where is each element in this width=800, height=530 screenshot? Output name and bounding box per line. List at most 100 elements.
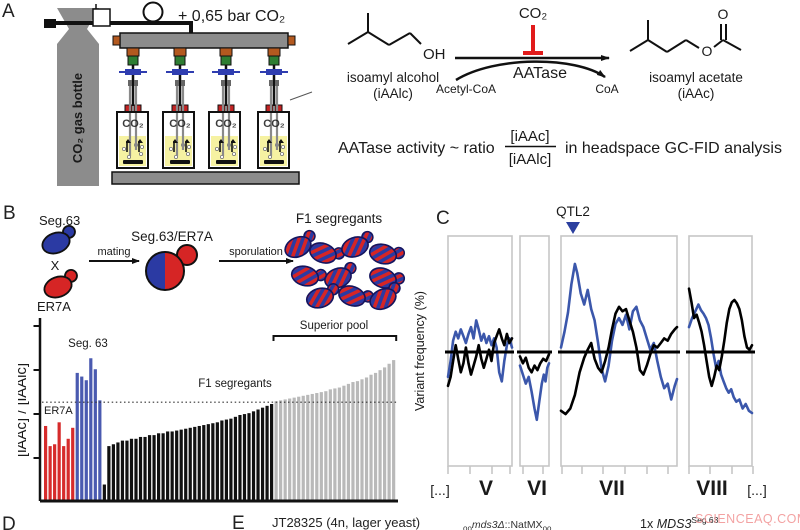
bar — [111, 444, 115, 501]
bar — [279, 400, 283, 501]
mating-scheme-diagram: Seg.63 X ER7A mating Seg.63/ER7A sporula… — [37, 211, 406, 314]
bar — [260, 407, 265, 501]
bar — [157, 433, 161, 501]
bar — [383, 367, 387, 501]
watermark: SCIENCEAQ.COM — [695, 512, 800, 526]
bar — [170, 431, 174, 501]
bar — [102, 484, 106, 501]
freq-line-blue-VII — [559, 262, 679, 401]
bar — [107, 446, 111, 501]
bar — [134, 438, 138, 501]
vessel-assembly: CO₂ — [208, 47, 241, 169]
parent1-label: Seg.63 — [39, 213, 80, 228]
bar — [238, 414, 242, 501]
isoamyl-alcohol-structure — [347, 13, 422, 46]
bar — [274, 401, 278, 501]
chrom-label-vi: VI — [527, 477, 547, 500]
vessel-assembly: CO₂ — [257, 47, 290, 169]
superior-pool-bracket — [272, 335, 398, 341]
bar-chart-ylabel: [iAAc] / [iAAlc] — [18, 363, 30, 457]
parent1-cell — [41, 224, 76, 255]
er7a-bars-label: ER7A — [44, 405, 73, 417]
bar — [147, 435, 152, 501]
bar — [197, 425, 201, 501]
bar — [292, 397, 296, 501]
freq-line-black-VI — [518, 353, 551, 374]
carbonyl-oxygen-label: O — [718, 6, 729, 22]
vessel-assembly: CO₂ — [162, 47, 195, 169]
bar — [125, 440, 129, 501]
vessel-co2-label: CO₂ — [122, 118, 144, 130]
hybrid-label: Seg.63/ER7A — [131, 229, 213, 244]
bar — [319, 392, 323, 501]
cross-symbol: X — [51, 258, 60, 273]
f1-cell — [290, 265, 328, 287]
bar — [360, 379, 364, 501]
bar — [120, 440, 125, 501]
stirrer-platform — [111, 171, 300, 185]
formula-suffix: in headspace GC-FID analysis — [565, 140, 782, 157]
freq-line-blue-V — [446, 319, 514, 383]
vessel-co2-label: CO₂ — [263, 118, 285, 130]
bar — [288, 398, 292, 501]
bar — [57, 422, 61, 501]
substrate-name: isoamyl alcohol — [347, 70, 439, 85]
f1-bars-label: F1 segregants — [198, 378, 272, 390]
bar — [71, 427, 75, 501]
bar — [310, 393, 314, 501]
bar — [62, 446, 66, 501]
bar — [387, 363, 391, 501]
f1-segregants-label: F1 segregants — [296, 211, 383, 226]
bar — [188, 427, 192, 501]
fermentation-vessels: CO₂ CO₂ CO₂ CO₂ — [116, 47, 290, 169]
f1-cell — [324, 261, 357, 289]
ratio-bar-chart: [iAAc] / [iAAlc] ER7A Seg. 63 F1 segrega… — [18, 318, 398, 503]
mating-label: mating — [97, 246, 130, 258]
strain-label: JT28325 (4n, lager yeast) — [272, 515, 421, 530]
genotype-left-label: oomds3Δ::NatMXoo — [463, 519, 552, 530]
parent2-cell — [43, 268, 78, 299]
product-name: isoamyl acetate — [649, 70, 743, 85]
bar — [351, 382, 355, 501]
panel-label-c: C — [436, 208, 450, 229]
bar — [297, 396, 301, 501]
co2-gas-bottle — [57, 8, 99, 186]
bar — [220, 420, 224, 501]
bar — [265, 405, 269, 501]
bar — [324, 391, 328, 501]
bar — [193, 426, 197, 501]
bar — [369, 374, 373, 501]
bar — [202, 425, 206, 501]
bar — [328, 389, 332, 501]
f1-segregant-cells — [284, 229, 406, 311]
panel-label-e: E — [232, 513, 245, 530]
bar — [333, 388, 337, 501]
bar — [342, 385, 346, 501]
bar — [166, 431, 170, 501]
x-axis-ticks — [447, 466, 754, 474]
bar — [215, 422, 219, 501]
bar — [315, 393, 319, 501]
formula-numerator: [iAAc] — [510, 128, 549, 145]
superior-pool-label: Superior pool — [300, 320, 368, 332]
bar — [301, 395, 305, 501]
bar — [283, 399, 287, 501]
vessel-co2-label: CO₂ — [215, 118, 237, 130]
sporulation-label: sporulation — [229, 246, 283, 258]
freq-line-blue-VI — [518, 362, 551, 422]
qtl-ylabel: Variant frequency (%) — [413, 291, 427, 411]
bar — [364, 377, 369, 501]
chrom-label-v: V — [479, 477, 493, 500]
isoamyl-acetate-structure — [629, 20, 742, 53]
bar — [116, 442, 120, 501]
parent2-label: ER7A — [37, 299, 71, 314]
genotype-right-label: 1x MDS3Seg.63 — [640, 515, 719, 530]
cofactor-in-label: Acetyl-CoA — [436, 82, 496, 96]
bar — [184, 428, 188, 501]
bar — [84, 380, 88, 501]
bar — [161, 433, 165, 501]
enzyme-label: AATase — [513, 65, 567, 82]
bottle-label: CO₂ gas bottle — [70, 73, 85, 163]
aatase-reaction-scheme: OH isoamyl alcohol (iAAlc) CO₂ AATase Ac… — [338, 5, 782, 168]
